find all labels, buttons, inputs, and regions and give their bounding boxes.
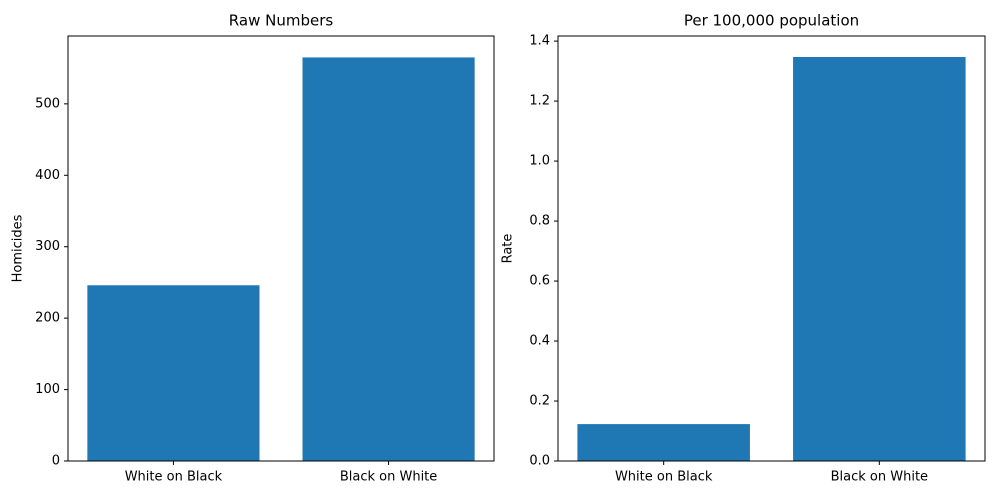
y-tick-label: 0.0 bbox=[529, 454, 550, 469]
y-tick-label: 300 bbox=[35, 239, 60, 254]
y-tick-label: 0.8 bbox=[529, 214, 550, 229]
y-tick-label: 1.4 bbox=[529, 34, 550, 49]
chart-title: Raw Numbers bbox=[229, 12, 334, 30]
chart-title: Per 100,000 population bbox=[684, 12, 859, 30]
axes-frame bbox=[67, 35, 495, 462]
axes-frame bbox=[557, 35, 986, 462]
y-tick-label: 400 bbox=[35, 168, 60, 183]
bar bbox=[87, 285, 260, 461]
y-axis-label: Homicides bbox=[11, 214, 26, 282]
bar bbox=[302, 57, 475, 462]
y-tick-label: 0 bbox=[52, 454, 60, 469]
x-tick-label: Black on White bbox=[340, 470, 437, 485]
y-tick-label: 0.4 bbox=[529, 334, 550, 349]
x-tick-label: White on Black bbox=[125, 470, 223, 485]
y-tick-label: 500 bbox=[35, 96, 60, 111]
y-tick-label: 0.2 bbox=[529, 394, 550, 409]
y-tick-label: 200 bbox=[35, 311, 60, 326]
y-tick-label: 100 bbox=[35, 382, 60, 397]
y-tick-label: 1.0 bbox=[529, 154, 550, 169]
bar bbox=[793, 56, 966, 462]
y-tick-label: 0.6 bbox=[529, 274, 550, 289]
y-tick-label: 1.2 bbox=[529, 94, 550, 109]
bar bbox=[577, 424, 750, 461]
x-tick-label: White on Black bbox=[615, 470, 713, 485]
y-axis-label: Rate bbox=[501, 234, 516, 264]
x-tick-label: Black on White bbox=[831, 470, 928, 485]
